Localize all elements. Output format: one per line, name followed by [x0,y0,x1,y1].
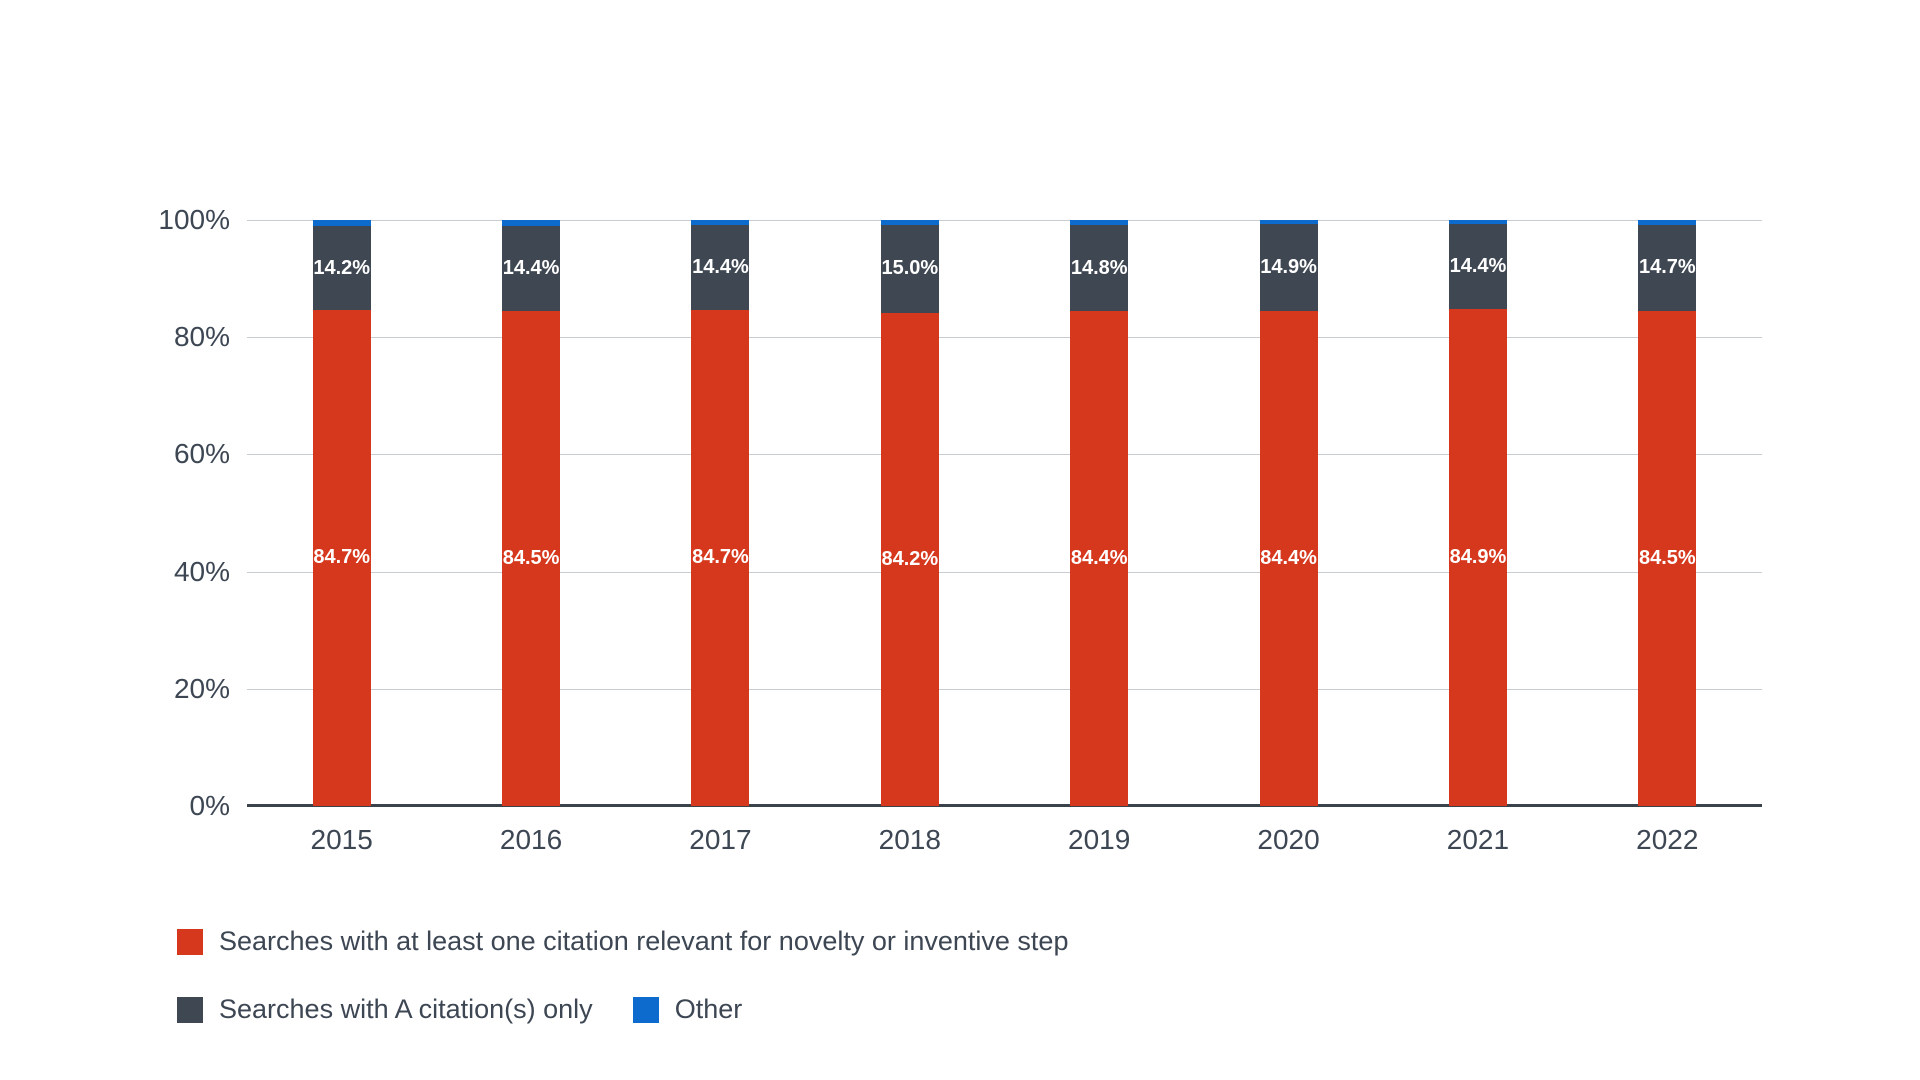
x-axis-label-2016: 2016 [499,824,563,855]
bar-value-label: 84.5% [1638,546,1696,569]
bar-value-label: 84.4% [1070,547,1128,570]
y-tick-label-60%: 60% [173,438,230,470]
bar-segment-2021-series-2 [1448,220,1507,225]
gridline-80% [247,337,1762,339]
bar-2021: 84.9% 14.4% [1448,220,1507,806]
legend-row-2: Searches with A citation(s) only Other [177,994,1068,1025]
bar-segment-2022-series-0: 84.5% [1638,310,1697,806]
bar-value-label: 14.7% [1638,256,1696,279]
bar-2016: 84.5% 14.4% [502,220,561,806]
legend-swatch-icon [632,996,659,1023]
bar-segment-2015-series-1: 14.2% [312,226,371,310]
plot-area: 0% 20% 40% 60% 80% 100% 84.7% 14.2% 2015 84.5% 14.… [158,206,1762,855]
x-axis-label-2021: 2021 [1446,824,1510,855]
bar-value-label: 84.4% [1260,547,1317,570]
bar-2015: 84.7% 14.2% [312,220,371,806]
bar-value-label: 15.0% [881,257,939,280]
y-tick-label-80%: 80% [173,321,230,353]
legend-item-series-0: Searches with at least one citation rele… [177,926,1068,957]
bar-value-label: 84.7% [692,546,749,569]
y-tick-label-0%: 0% [189,790,230,821]
x-axis-label-2022: 2022 [1636,824,1699,855]
bar-2018: 84.2% 15.0% [880,220,939,806]
x-axis-label-2018: 2018 [878,824,941,855]
legend: Searches with at least one citation rele… [177,926,1068,1025]
bar-segment-2018-series-0: 84.2% [880,312,939,806]
legend-swatch-icon [177,928,203,955]
legend-label: Searches with A citation(s) only [219,994,593,1024]
bar-value-label: 14.4% [692,255,749,278]
bar-value-label: 84.9% [1449,545,1507,568]
bar-2022: 84.5% 14.7% [1638,220,1697,806]
x-axis-line [247,804,1762,807]
bar-value-label: 14.9% [1260,256,1317,279]
y-tick-label-40%: 40% [173,555,230,587]
x-axis-label-2020: 2020 [1257,824,1320,855]
bar-value-label: 14.4% [502,257,560,280]
bar-segment-2020-series-2 [1259,220,1318,225]
bar-segment-2016-series-2 [502,220,561,227]
bar-segment-2020-series-0: 84.4% [1259,311,1318,806]
bar-segment-2016-series-1: 14.4% [502,226,561,311]
x-axis-label-2017: 2017 [689,824,752,855]
bar-value-label: 84.7% [313,546,371,569]
bar-segment-2022-series-1: 14.7% [1638,224,1697,311]
bar-segment-2017-series-2 [691,220,750,226]
x-axis-label-2015: 2015 [310,824,373,855]
bar-segment-2017-series-1: 14.4% [691,225,750,310]
gridline-20% [247,688,1762,690]
y-tick-label-20%: 20% [173,672,230,704]
bar-2019: 84.4% 14.8% [1070,220,1129,806]
bar-value-label: 84.2% [881,547,939,570]
legend-item-series-2: Other [632,994,743,1025]
gridline-60% [247,454,1762,456]
bar-segment-2020-series-1: 14.9% [1259,224,1318,312]
legend-row-1: Searches with at least one citation rele… [177,926,1068,957]
bar-segment-2019-series-2 [1070,220,1129,225]
bar-segment-2015-series-0: 84.7% [312,309,371,806]
bar-2020: 84.4% 14.9% [1259,220,1318,806]
x-axis-label-2019: 2019 [1068,824,1131,855]
legend-item-series-1: Searches with A citation(s) only [177,994,593,1025]
bar-value-label: 14.4% [1449,254,1507,277]
bar-segment-2019-series-0: 84.4% [1070,311,1129,806]
gridline-40% [247,571,1762,573]
bar-segment-2015-series-2 [312,220,371,227]
legend-label: Searches with at least one citation rele… [219,926,1069,956]
bar-segment-2016-series-0: 84.5% [502,310,561,806]
bar-value-label: 14.8% [1070,256,1128,279]
gridline-100% [247,220,1762,221]
bar-value-label: 84.5% [502,546,560,569]
bar-segment-2021-series-0: 84.9% [1448,308,1507,806]
bar-segment-2021-series-1: 14.4% [1448,224,1507,309]
legend-label: Other [674,994,743,1024]
bar-segment-2019-series-1: 14.8% [1070,224,1129,312]
bar-segment-2018-series-2 [880,220,939,225]
bar-value-label: 14.2% [313,256,371,279]
bar-segment-2022-series-2 [1638,220,1697,225]
legend-swatch-icon [177,996,203,1023]
bar-segment-2017-series-0: 84.7% [691,309,750,806]
bar-segment-2018-series-1: 15.0% [880,224,939,313]
y-tick-label-100%: 100% [158,204,230,235]
bar-2017: 84.7% 14.4% [691,220,750,806]
